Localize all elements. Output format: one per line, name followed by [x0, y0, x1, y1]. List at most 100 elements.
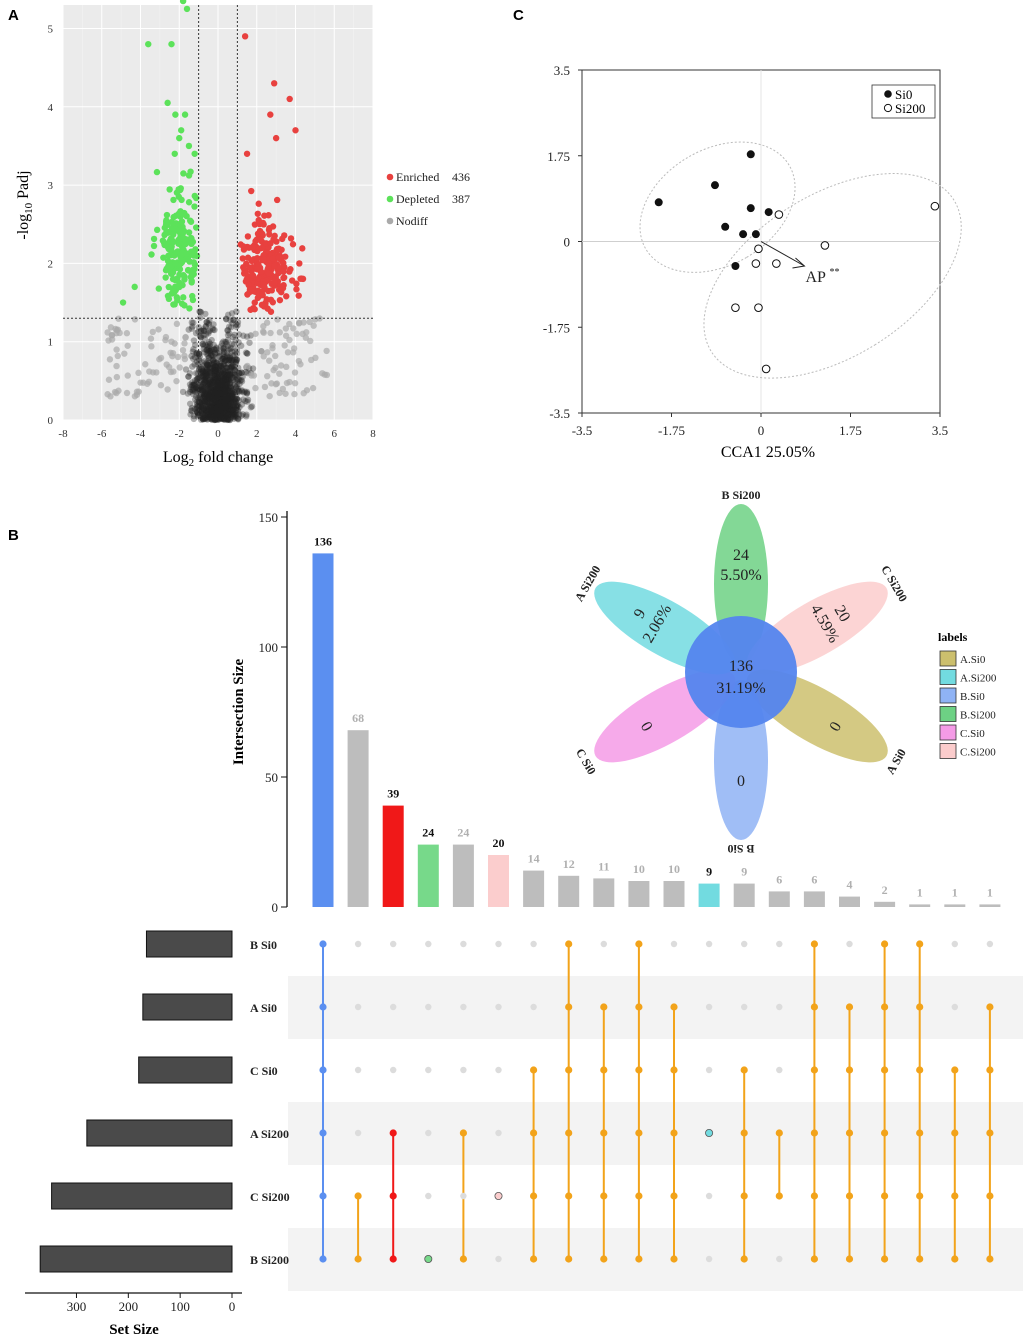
volcano-point-nodiff: [203, 391, 211, 398]
volcano-point-nodiff: [199, 372, 206, 380]
volcano-point-nodiff: [212, 362, 220, 370]
volcano-point-nodiff: [208, 411, 216, 419]
volcano-point-nodiff: [215, 386, 222, 394]
cca-legend: Si0 Si200: [871, 84, 936, 119]
volcano-point-nodiff: [214, 399, 222, 406]
volcano-y-axis-label: -log10 Padj: [15, 170, 35, 239]
volcano-point-nodiff: [218, 411, 225, 418]
volcano-point-nodiff: [213, 397, 220, 405]
volcano-point-nodiff: [188, 325, 196, 332]
volcano-point-nodiff: [194, 411, 202, 418]
volcano-point-nodiff: [215, 389, 223, 397]
volcano-point-nodiff: [206, 340, 214, 348]
volcano-point-nodiff: [217, 411, 224, 418]
cca-plot: -3.5 -1.75 0 1.75 3.53.51.750-1.75-3.5AP **: [543, 63, 962, 438]
volcano-point-nodiff: [228, 363, 235, 371]
volcano-point-enriched: [258, 301, 266, 309]
volcano-point-nodiff: [214, 375, 222, 383]
volcano-point-nodiff: [199, 369, 206, 377]
volcano-point-depleted: [178, 209, 186, 217]
volcano-point-nodiff: [208, 415, 215, 423]
volcano-point-nodiff: [218, 403, 225, 411]
volcano-point-nodiff: [207, 403, 214, 410]
volcano-point-nodiff: [195, 385, 202, 392]
volcano-point-nodiff: [198, 403, 205, 411]
volcano-point-nodiff: [113, 373, 121, 381]
volcano-point-nodiff: [216, 390, 224, 397]
volcano-point-nodiff: [243, 333, 251, 340]
volcano-point-nodiff: [220, 401, 227, 409]
volcano-point-depleted: [167, 252, 174, 259]
volcano-point-nodiff: [223, 396, 230, 403]
volcano-point-nodiff: [216, 405, 223, 413]
volcano-point-nodiff: [217, 410, 225, 418]
volcano-point-depleted: [178, 218, 186, 225]
volcano-point-nodiff: [213, 370, 220, 377]
volcano-point-nodiff: [224, 392, 231, 399]
volcano-point-nodiff: [201, 385, 208, 392]
volcano-point-nodiff: [211, 400, 219, 407]
volcano-point-nodiff: [105, 376, 113, 383]
volcano-point-nodiff: [224, 311, 232, 319]
volcano-point-nodiff: [213, 393, 221, 401]
matrix-row-band: [288, 1228, 1023, 1291]
volcano-point-nodiff: [218, 412, 225, 420]
volcano-point-nodiff: [226, 370, 234, 378]
volcano-point-nodiff: [212, 362, 219, 370]
volcano-point-nodiff: [204, 407, 211, 415]
matrix-dot-active: [740, 1192, 748, 1200]
volcano-point-nodiff: [226, 411, 233, 418]
volcano-point-nodiff: [212, 408, 219, 416]
volcano-point-nodiff: [214, 373, 221, 381]
volcano-point-nodiff: [215, 379, 223, 386]
volcano-point-depleted: [167, 270, 175, 277]
volcano-point-nodiff: [196, 366, 203, 374]
volcano-point-nodiff: [282, 390, 289, 397]
volcano-point-nodiff: [224, 353, 231, 360]
volcano-point-nodiff: [191, 396, 199, 403]
volcano-point-nodiff: [222, 384, 229, 392]
volcano-point-nodiff: [215, 391, 222, 398]
volcano-point-nodiff: [274, 316, 281, 323]
volcano-point-nodiff: [205, 379, 212, 387]
volcano-point-nodiff: [222, 411, 230, 418]
volcano-point-nodiff: [211, 404, 218, 412]
volcano-point-depleted: [192, 224, 200, 231]
volcano-point-nodiff: [195, 385, 202, 392]
volcano-point-nodiff: [214, 408, 222, 415]
volcano-point-nodiff: [197, 365, 205, 373]
volcano-point-nodiff: [169, 352, 176, 360]
volcano-point-nodiff: [191, 405, 198, 413]
volcano-point-nodiff: [212, 414, 220, 421]
volcano-point-nodiff: [218, 385, 225, 393]
volcano-point-nodiff: [224, 391, 231, 399]
flower-petal-name-group: B Si200: [721, 488, 760, 502]
volcano-x-tick-label: -4: [136, 428, 146, 440]
volcano-point-nodiff: [222, 385, 229, 392]
volcano-point-nodiff: [238, 387, 246, 394]
volcano-point-nodiff: [205, 413, 212, 421]
volcano-point-nodiff: [212, 416, 219, 423]
volcano-point-nodiff: [226, 377, 233, 384]
volcano-point-nodiff: [212, 367, 219, 374]
volcano-point-nodiff: [202, 341, 209, 348]
volcano-point-nodiff: [227, 369, 234, 377]
volcano-point-nodiff: [220, 361, 228, 368]
volcano-point-nodiff: [216, 413, 223, 421]
matrix-dot-active: [600, 1192, 608, 1200]
volcano-point-nodiff: [112, 325, 119, 333]
volcano-point-nodiff: [201, 358, 208, 365]
volcano-point-nodiff: [193, 403, 201, 410]
volcano-point-nodiff: [217, 401, 224, 408]
matrix-dot-active: [459, 1129, 467, 1137]
volcano-point-nodiff: [238, 401, 246, 408]
volcano-point-nodiff: [211, 383, 218, 391]
volcano-point-nodiff: [225, 398, 232, 405]
volcano-point-nodiff: [219, 410, 227, 418]
volcano-point-nodiff: [205, 321, 213, 328]
volcano-point-nodiff: [238, 378, 246, 385]
volcano-point-nodiff: [179, 346, 187, 354]
volcano-point-nodiff: [214, 404, 221, 411]
volcano-point-nodiff: [215, 376, 222, 384]
volcano-point-nodiff: [221, 368, 229, 375]
